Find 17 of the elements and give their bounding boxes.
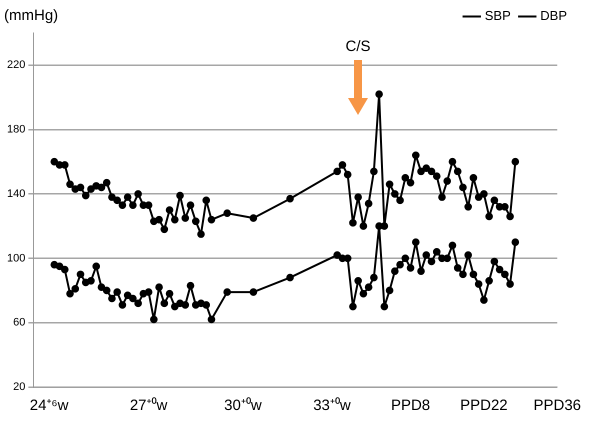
y-tick-label: 180 [6, 124, 26, 136]
x-tick-label: 33⁺⁰w [313, 397, 351, 414]
x-tick-label: PPD36 [533, 397, 581, 414]
x-tick-label: PPD22 [460, 397, 508, 414]
x-tick-label: 27⁺⁰w [130, 397, 168, 414]
x-tick-label: PPD8 [390, 397, 430, 414]
legend-label: DBP [540, 8, 568, 24]
x-tick-label: 30⁺⁰w [224, 397, 262, 414]
y-tick-label: 60 [13, 316, 26, 329]
y-tick-label: 140 [6, 188, 26, 200]
x-tick-label: 24⁺⁶w [30, 397, 69, 414]
y-axis-title: (mmHg) [4, 7, 58, 24]
y-tick-label: 20 [13, 381, 26, 394]
y-tick-label: 100 [6, 252, 26, 264]
y-tick-label: 220 [6, 59, 26, 72]
legend-label: SBP [484, 8, 511, 24]
annotation: C/S [345, 38, 371, 56]
